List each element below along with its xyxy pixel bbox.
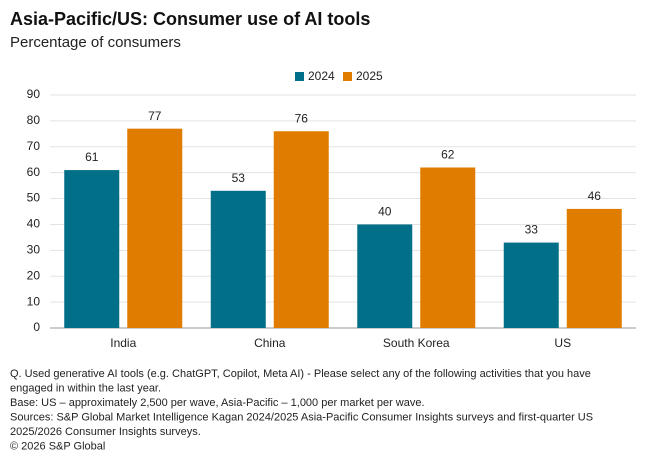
chart-title: Asia-Pacific/US: Consumer use of AI tool… — [10, 9, 370, 29]
x-tick-label: China — [254, 336, 286, 350]
legend-label: 2024 — [308, 69, 335, 83]
footnote: 2025/2026 Consumer Insights surveys. — [10, 426, 201, 438]
footnote: Q. Used generative AI tools (e.g. ChatGP… — [10, 368, 591, 380]
y-tick-label: 60 — [27, 165, 41, 179]
data-label: 40 — [378, 205, 392, 219]
y-tick-label: 50 — [27, 191, 41, 205]
bar — [566, 208, 622, 328]
y-tick-label: 0 — [33, 320, 40, 334]
y-tick-label: 30 — [27, 243, 41, 257]
bar — [210, 190, 266, 328]
data-label: 61 — [85, 150, 99, 164]
data-label: 53 — [232, 171, 246, 185]
bar — [64, 170, 120, 328]
chart-subtitle: Percentage of consumers — [10, 34, 181, 51]
legend-label: 2025 — [356, 69, 383, 83]
bar — [420, 167, 476, 328]
x-tick-label: South Korea — [383, 336, 450, 350]
footnote: engaged in within the last year. — [10, 382, 161, 394]
footnote: © 2026 S&P Global — [10, 440, 105, 452]
data-label: 77 — [148, 109, 162, 123]
data-label: 76 — [295, 111, 309, 125]
data-label: 33 — [525, 223, 539, 237]
data-label: 46 — [588, 189, 602, 203]
x-tick-label: US — [554, 336, 571, 350]
legend-swatch — [343, 72, 352, 81]
bar — [127, 128, 183, 328]
bar — [273, 131, 329, 328]
y-tick-label: 20 — [27, 268, 41, 282]
footnote: Base: US – approximately 2,500 per wave,… — [10, 397, 425, 409]
footnote: Sources: S&P Global Market Intelligence … — [10, 411, 593, 423]
legend-swatch — [295, 72, 304, 81]
x-tick-label: India — [110, 336, 136, 350]
y-tick-label: 40 — [27, 217, 41, 231]
bar — [503, 242, 559, 328]
y-tick-label: 90 — [27, 87, 41, 101]
y-tick-label: 70 — [27, 139, 41, 153]
y-tick-label: 80 — [27, 113, 41, 127]
data-label: 62 — [441, 148, 455, 162]
y-tick-label: 10 — [27, 294, 41, 308]
bar — [357, 224, 413, 328]
